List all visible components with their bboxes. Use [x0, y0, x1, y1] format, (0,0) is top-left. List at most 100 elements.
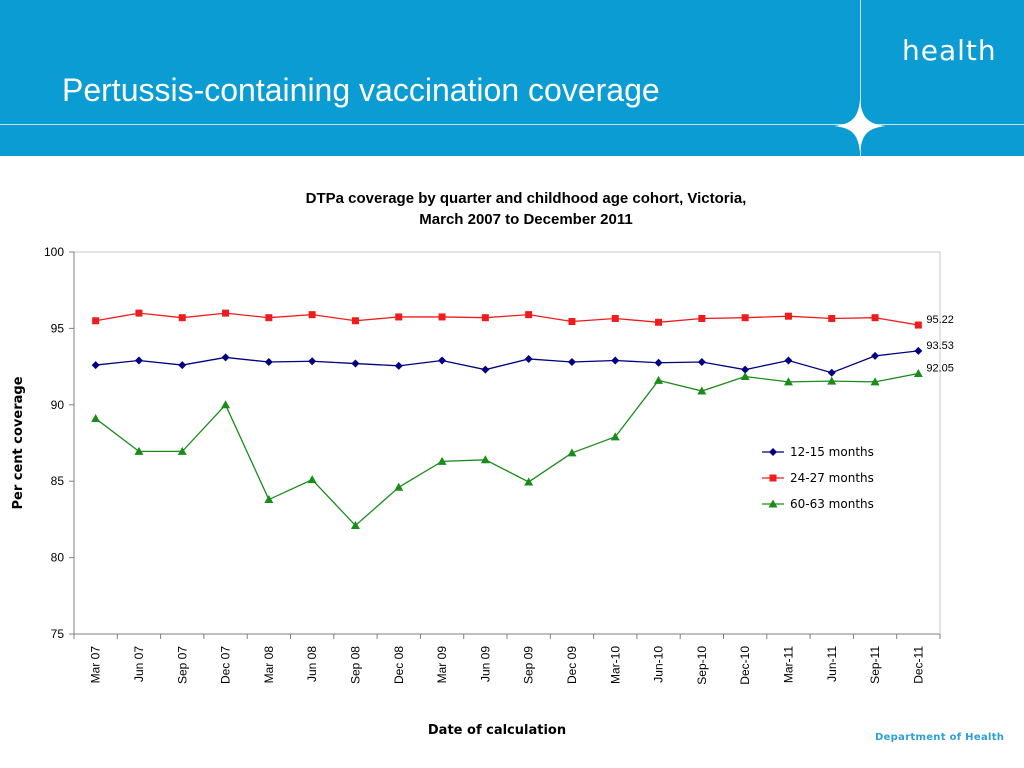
series-line	[95, 372, 919, 527]
series-60-63-months: 92.05	[91, 362, 954, 530]
data-point	[91, 414, 101, 423]
series-line	[95, 350, 919, 374]
x-tick-label: Dec 08	[392, 646, 406, 684]
data-point	[654, 375, 664, 384]
data-point	[264, 495, 274, 504]
y-tick-label: 75	[51, 627, 65, 641]
x-tick-label: Mar 08	[262, 646, 276, 684]
x-tick-label: Jun-11	[825, 646, 839, 682]
x-tick-label: Dec 09	[565, 646, 579, 684]
data-point	[222, 309, 230, 317]
data-point	[265, 314, 273, 322]
end-value-label: 92.05	[926, 362, 954, 374]
data-point	[91, 361, 100, 370]
data-point	[827, 376, 837, 385]
data-point	[870, 377, 880, 386]
legend-label: 24-27 months	[790, 471, 874, 485]
sparkle-star-icon	[834, 100, 886, 152]
x-tick-label: Mar 09	[435, 646, 449, 684]
data-point	[567, 358, 576, 367]
data-point	[655, 318, 663, 326]
header-banner: Pertussis-containing vaccination coverag…	[0, 0, 1024, 156]
x-tick-label: Jun 08	[305, 646, 319, 682]
x-tick-label: Mar-11	[781, 646, 795, 683]
data-point	[698, 314, 706, 322]
x-axis-title: Date of calculation	[428, 723, 566, 738]
legend-entry: 60-63 months	[762, 497, 874, 511]
department-of-health-logo: Department of Health	[875, 732, 1005, 743]
data-point	[610, 432, 620, 441]
y-tick-label: 80	[51, 551, 65, 565]
data-point	[784, 356, 793, 365]
y-axis-title: Per cent coverage	[11, 376, 26, 509]
data-point	[307, 475, 317, 484]
end-value-label: 93.53	[926, 340, 954, 352]
series-line	[95, 312, 919, 326]
data-point	[178, 314, 186, 322]
legend-label: 12-15 months	[790, 445, 874, 459]
data-point	[697, 358, 706, 367]
x-tick-label: Sep-11	[868, 646, 882, 684]
data-point	[525, 311, 533, 319]
slide-title: Pertussis-containing vaccination coverag…	[62, 72, 660, 108]
data-point	[134, 356, 143, 365]
data-point	[524, 477, 534, 486]
data-point	[177, 446, 187, 455]
data-point	[178, 361, 187, 370]
y-tick-label: 100	[44, 245, 64, 259]
legend-entry: 12-15 months	[762, 445, 874, 459]
x-tick-label: Dec-10	[738, 646, 752, 685]
y-tick-label: 85	[51, 474, 65, 488]
data-point	[871, 351, 880, 360]
data-point	[221, 400, 231, 409]
legend-marker	[768, 499, 778, 508]
data-point	[351, 359, 360, 368]
data-point	[437, 456, 447, 465]
data-point	[438, 313, 446, 321]
x-tick-label: Mar 07	[89, 646, 103, 684]
x-tick-label: Sep 08	[348, 646, 362, 684]
data-point	[914, 321, 922, 329]
data-point	[308, 357, 317, 366]
data-point	[611, 356, 620, 365]
x-tick-label: Sep 09	[522, 646, 536, 684]
x-tick-label: Dec-11	[911, 646, 925, 684]
data-point	[783, 377, 793, 386]
banner-horizontal-line	[0, 124, 1024, 125]
chart-title: DTPa coverage by quarter and childhood a…	[200, 188, 852, 230]
legend-marker	[769, 448, 777, 456]
data-point	[221, 353, 230, 362]
data-point	[438, 356, 447, 365]
data-point	[784, 312, 792, 320]
data-point	[394, 361, 403, 370]
data-point	[568, 318, 576, 326]
data-point	[827, 368, 836, 377]
data-point	[351, 317, 359, 325]
x-tick-label: Jun 07	[132, 646, 146, 682]
data-point	[394, 482, 404, 491]
x-tick-label: Jun-10	[652, 646, 666, 683]
data-point	[481, 314, 489, 322]
data-point	[134, 446, 144, 455]
data-point	[740, 372, 750, 381]
health-brand-logo: health	[902, 34, 997, 67]
chart-title-line-1: DTPa coverage by quarter and childhood a…	[305, 190, 747, 207]
data-point	[481, 365, 490, 374]
data-point	[135, 309, 143, 317]
data-point	[308, 311, 316, 319]
x-tick-label: Sep 07	[175, 646, 189, 684]
chart-title-line-2: March 2007 to December 2011	[419, 211, 633, 228]
data-point	[92, 317, 100, 325]
data-point	[871, 314, 879, 322]
data-point	[697, 386, 707, 395]
data-point	[741, 365, 750, 374]
plot-area-frame	[73, 251, 941, 635]
legend-marker	[769, 474, 777, 482]
banner-vertical-line	[860, 0, 861, 156]
series-24-27-months: 95.22	[92, 309, 954, 329]
y-tick-label: 90	[51, 398, 65, 412]
data-point	[828, 314, 836, 322]
data-point	[567, 448, 577, 457]
x-tick-label: Dec 07	[219, 646, 233, 684]
